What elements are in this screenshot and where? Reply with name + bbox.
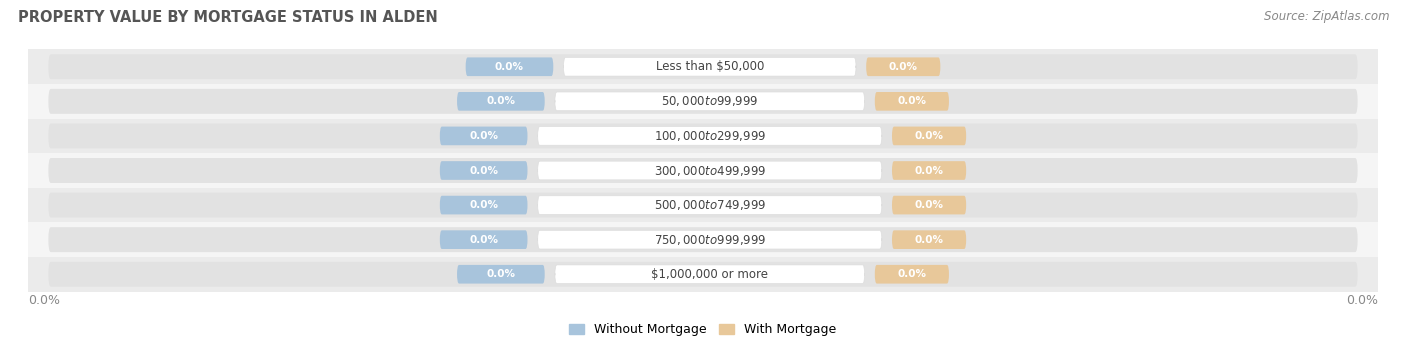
Text: $750,000 to $999,999: $750,000 to $999,999 bbox=[654, 233, 766, 247]
FancyBboxPatch shape bbox=[866, 57, 941, 76]
Bar bbox=[28, 257, 1378, 292]
Legend: Without Mortgage, With Mortgage: Without Mortgage, With Mortgage bbox=[564, 318, 842, 341]
FancyBboxPatch shape bbox=[891, 230, 966, 249]
Text: 0.0%: 0.0% bbox=[914, 235, 943, 244]
FancyBboxPatch shape bbox=[555, 265, 865, 284]
FancyBboxPatch shape bbox=[465, 57, 554, 76]
Text: 0.0%: 0.0% bbox=[889, 62, 918, 72]
FancyBboxPatch shape bbox=[457, 265, 544, 284]
Text: 0.0%: 0.0% bbox=[470, 165, 498, 176]
FancyBboxPatch shape bbox=[48, 54, 1358, 79]
FancyBboxPatch shape bbox=[891, 196, 966, 214]
Text: 0.0%: 0.0% bbox=[1346, 294, 1378, 307]
Text: 0.0%: 0.0% bbox=[897, 269, 927, 279]
Text: 0.0%: 0.0% bbox=[914, 200, 943, 210]
FancyBboxPatch shape bbox=[537, 127, 882, 145]
Text: 0.0%: 0.0% bbox=[486, 97, 516, 106]
Bar bbox=[28, 188, 1378, 222]
FancyBboxPatch shape bbox=[875, 265, 949, 284]
Bar bbox=[28, 119, 1378, 153]
Text: $500,000 to $749,999: $500,000 to $749,999 bbox=[654, 198, 766, 212]
Text: 0.0%: 0.0% bbox=[914, 131, 943, 141]
FancyBboxPatch shape bbox=[537, 161, 882, 180]
FancyBboxPatch shape bbox=[440, 196, 527, 214]
Text: 0.0%: 0.0% bbox=[914, 165, 943, 176]
Text: $50,000 to $99,999: $50,000 to $99,999 bbox=[661, 94, 758, 108]
FancyBboxPatch shape bbox=[48, 158, 1358, 183]
Bar bbox=[28, 222, 1378, 257]
Bar bbox=[28, 153, 1378, 188]
Text: 0.0%: 0.0% bbox=[28, 294, 60, 307]
FancyBboxPatch shape bbox=[537, 230, 882, 249]
FancyBboxPatch shape bbox=[440, 127, 527, 145]
Text: 0.0%: 0.0% bbox=[470, 200, 498, 210]
FancyBboxPatch shape bbox=[440, 161, 527, 180]
FancyBboxPatch shape bbox=[440, 230, 527, 249]
Bar bbox=[28, 49, 1378, 84]
FancyBboxPatch shape bbox=[537, 196, 882, 214]
Text: Source: ZipAtlas.com: Source: ZipAtlas.com bbox=[1264, 10, 1389, 23]
Text: $300,000 to $499,999: $300,000 to $499,999 bbox=[654, 163, 766, 178]
Text: Less than $50,000: Less than $50,000 bbox=[655, 60, 763, 73]
Bar bbox=[28, 84, 1378, 119]
FancyBboxPatch shape bbox=[48, 227, 1358, 252]
Text: 0.0%: 0.0% bbox=[470, 235, 498, 244]
FancyBboxPatch shape bbox=[564, 57, 856, 76]
Text: $1,000,000 or more: $1,000,000 or more bbox=[651, 268, 768, 281]
Text: 0.0%: 0.0% bbox=[470, 131, 498, 141]
Text: PROPERTY VALUE BY MORTGAGE STATUS IN ALDEN: PROPERTY VALUE BY MORTGAGE STATUS IN ALD… bbox=[18, 10, 439, 25]
FancyBboxPatch shape bbox=[875, 92, 949, 111]
FancyBboxPatch shape bbox=[457, 92, 544, 111]
FancyBboxPatch shape bbox=[555, 92, 865, 111]
FancyBboxPatch shape bbox=[891, 127, 966, 145]
FancyBboxPatch shape bbox=[891, 161, 966, 180]
Text: 0.0%: 0.0% bbox=[897, 97, 927, 106]
Text: 0.0%: 0.0% bbox=[486, 269, 516, 279]
FancyBboxPatch shape bbox=[48, 193, 1358, 218]
FancyBboxPatch shape bbox=[48, 262, 1358, 287]
Text: 0.0%: 0.0% bbox=[495, 62, 524, 72]
Text: $100,000 to $299,999: $100,000 to $299,999 bbox=[654, 129, 766, 143]
FancyBboxPatch shape bbox=[48, 89, 1358, 114]
FancyBboxPatch shape bbox=[48, 123, 1358, 148]
